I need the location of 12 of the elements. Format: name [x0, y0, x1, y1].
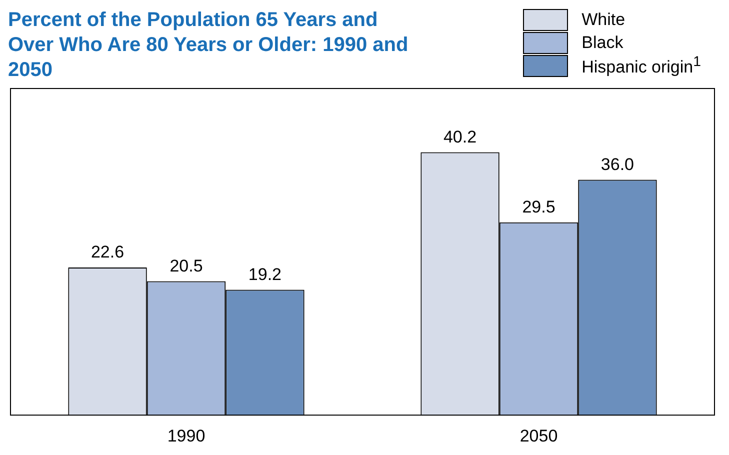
x-tick-label: 2050: [520, 426, 558, 446]
chart-title: Percent of the Population 65 Years and Over Who Are 80 Years or Older: 1990 and 2050: [8, 8, 410, 83]
data-label: 22.6: [90, 242, 124, 262]
data-label: 36.0: [600, 154, 634, 174]
legend-label: Black: [582, 32, 624, 52]
x-tick-label: 1990: [167, 426, 206, 446]
data-label: 40.2: [443, 127, 477, 146]
legend-label: White: [582, 10, 626, 30]
legend-label: Hispanic origin$^{1}$: [582, 54, 701, 78]
data-label: 19.2: [248, 264, 282, 284]
data-label: 29.5: [522, 198, 556, 217]
data-label: 20.5: [170, 256, 203, 276]
